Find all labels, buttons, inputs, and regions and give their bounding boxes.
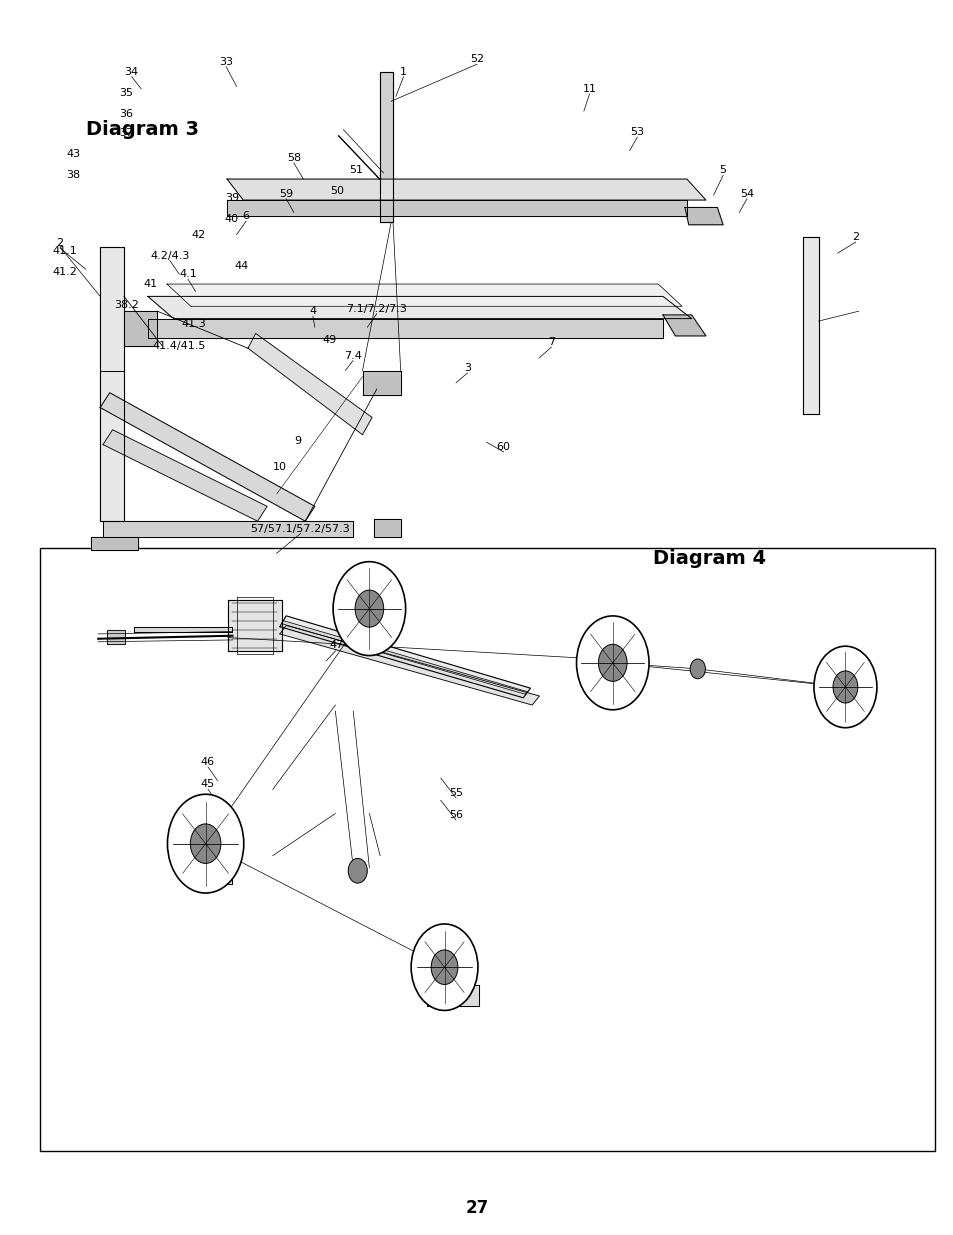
Polygon shape [374, 519, 400, 537]
Text: 27: 27 [465, 1199, 488, 1216]
Circle shape [411, 924, 477, 1010]
Circle shape [813, 646, 876, 727]
Polygon shape [362, 370, 400, 395]
Text: 48: 48 [349, 616, 362, 626]
Polygon shape [227, 179, 705, 200]
Text: 42: 42 [192, 230, 205, 240]
Polygon shape [379, 72, 393, 222]
Circle shape [348, 858, 367, 883]
Text: 59: 59 [279, 189, 293, 199]
Polygon shape [185, 863, 233, 884]
Text: 49: 49 [322, 335, 335, 345]
Polygon shape [228, 599, 281, 651]
Text: 5: 5 [719, 165, 726, 175]
Text: 41.2: 41.2 [52, 267, 77, 277]
Circle shape [832, 671, 857, 703]
Text: 52: 52 [470, 54, 483, 64]
Text: 9: 9 [294, 436, 301, 446]
Polygon shape [802, 237, 818, 414]
Text: 3: 3 [463, 363, 471, 373]
Text: 2: 2 [851, 232, 859, 242]
Text: 37: 37 [119, 128, 132, 138]
Text: 54: 54 [740, 189, 753, 199]
Polygon shape [133, 626, 233, 631]
Text: 7.1/7.2/7.3: 7.1/7.2/7.3 [346, 304, 407, 314]
Polygon shape [91, 537, 138, 550]
Polygon shape [124, 311, 157, 346]
Polygon shape [248, 333, 372, 435]
Text: 56: 56 [449, 810, 462, 820]
Polygon shape [590, 653, 639, 672]
Text: 46: 46 [201, 757, 214, 767]
Text: 38: 38 [67, 170, 80, 180]
Text: 34: 34 [125, 67, 138, 77]
Circle shape [431, 950, 457, 984]
Text: 43: 43 [67, 149, 80, 159]
Text: 53: 53 [630, 127, 643, 137]
Polygon shape [662, 315, 705, 336]
Polygon shape [167, 284, 681, 306]
Text: 4.1: 4.1 [179, 269, 196, 279]
Text: 4.2/4.3: 4.2/4.3 [150, 251, 190, 261]
Text: 45.1: 45.1 [181, 802, 206, 811]
Text: 50: 50 [330, 186, 343, 196]
Circle shape [191, 824, 221, 863]
Text: 40: 40 [225, 214, 238, 224]
Text: 41.3: 41.3 [181, 319, 206, 329]
Text: Diagram 3: Diagram 3 [86, 120, 198, 140]
Polygon shape [684, 207, 722, 225]
Text: 6: 6 [242, 211, 250, 221]
Text: 58: 58 [287, 153, 300, 163]
Text: 11: 11 [582, 84, 596, 94]
Circle shape [355, 590, 383, 627]
Text: 47: 47 [330, 640, 343, 650]
Polygon shape [148, 296, 691, 319]
Text: 41.1: 41.1 [52, 246, 77, 256]
Polygon shape [279, 616, 530, 698]
Text: 60: 60 [497, 442, 510, 452]
Circle shape [689, 659, 704, 679]
Polygon shape [103, 430, 267, 521]
Text: 4: 4 [309, 306, 316, 316]
Text: 39: 39 [225, 193, 238, 203]
Text: 44: 44 [234, 261, 248, 270]
Text: 35: 35 [119, 88, 132, 98]
Circle shape [576, 616, 648, 710]
Text: 33: 33 [219, 57, 233, 67]
Text: 10: 10 [273, 462, 286, 472]
Text: 2: 2 [56, 238, 64, 248]
Polygon shape [227, 200, 686, 216]
Bar [40, 548, 934, 1151]
Polygon shape [426, 986, 478, 1007]
Text: 57/57.1/57.2/57.3: 57/57.1/57.2/57.3 [251, 524, 350, 534]
Text: 41: 41 [144, 279, 157, 289]
Polygon shape [281, 621, 527, 694]
Text: 41.4/41.5: 41.4/41.5 [152, 341, 206, 351]
Text: 45: 45 [201, 779, 214, 789]
Polygon shape [100, 393, 314, 521]
Circle shape [598, 645, 626, 682]
Text: 7: 7 [547, 337, 555, 347]
Text: 1: 1 [399, 67, 407, 77]
Polygon shape [279, 625, 538, 705]
Text: 51: 51 [349, 165, 362, 175]
Polygon shape [103, 521, 353, 537]
Circle shape [333, 562, 405, 656]
Polygon shape [148, 319, 662, 338]
Polygon shape [107, 630, 125, 643]
Text: 7.4: 7.4 [344, 351, 361, 361]
Text: Diagram 4: Diagram 4 [653, 548, 766, 568]
Text: 55: 55 [449, 788, 462, 798]
Text: 38.2: 38.2 [114, 300, 139, 310]
Text: 36: 36 [119, 109, 132, 119]
Polygon shape [100, 247, 124, 521]
Circle shape [168, 794, 244, 893]
